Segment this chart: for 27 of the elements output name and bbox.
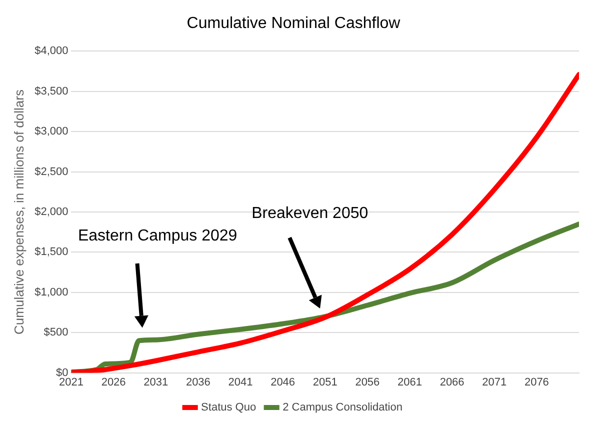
legend-label: 2 Campus Consolidation: [282, 402, 402, 414]
y-tick-label: $1,000: [34, 286, 68, 298]
y-tick-label: $4,000: [34, 45, 68, 58]
x-tick-label: 2056: [355, 376, 380, 388]
annotation: Breakeven 2050: [252, 205, 368, 222]
y-tick-label: $3,500: [34, 85, 68, 98]
y-tick-label: $2,000: [34, 206, 68, 218]
y-tick-label: $0: [56, 366, 68, 379]
annotation: Eastern Campus 2029: [78, 228, 238, 245]
legend-label: Status Quo: [201, 402, 256, 414]
x-tick-label: 2021: [59, 376, 84, 388]
chart-title: Cumulative Nominal Cashflow: [186, 15, 401, 32]
x-tick-label: 2041: [228, 376, 253, 388]
y-tick-label: $500: [44, 326, 68, 339]
y-tick-label: $3,000: [34, 126, 68, 138]
x-tick-label: 2061: [398, 376, 422, 388]
x-tick-label: 2071: [482, 376, 507, 388]
y-axis-title: Cumulative expenses, in millions of dollars: [11, 89, 26, 334]
y-tick-label: $2,500: [34, 166, 68, 178]
x-tick-label: 2036: [186, 376, 210, 388]
x-tick-label: 2051: [312, 376, 338, 388]
x-tick-label: 2026: [101, 376, 126, 388]
x-tick-label: 2076: [524, 376, 549, 388]
y-tick-label: $1,500: [34, 246, 68, 258]
x-tick-label: 2046: [270, 376, 296, 388]
x-tick-label: 2031: [144, 376, 168, 388]
x-tick-label: 2066: [440, 376, 464, 388]
